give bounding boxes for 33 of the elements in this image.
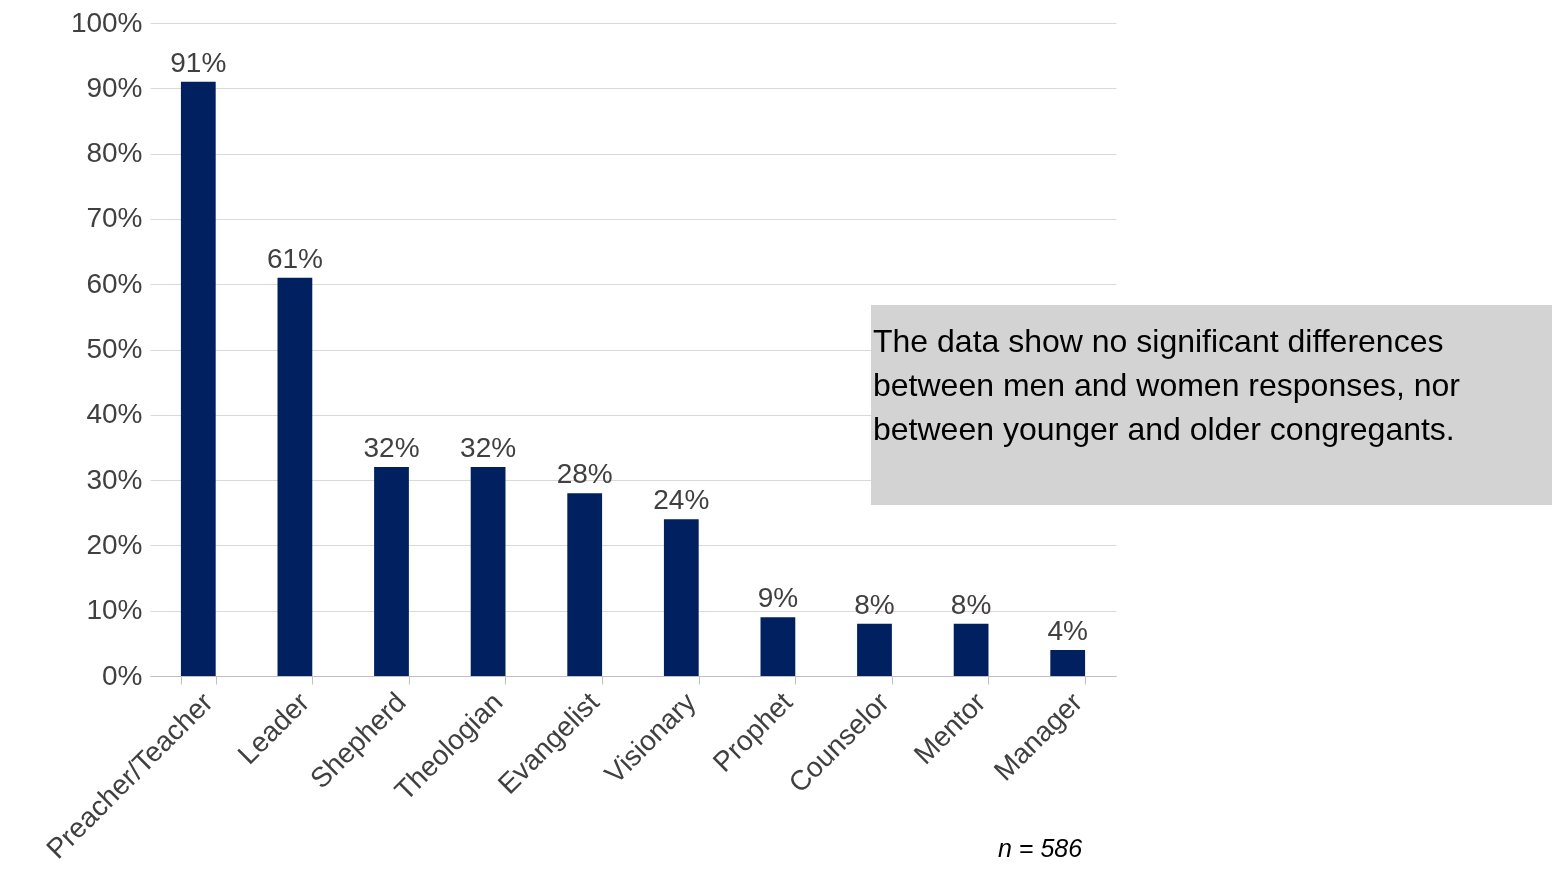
bar [374, 467, 409, 676]
y-tick-label: 90% [86, 71, 143, 103]
data-label: 4% [1047, 614, 1088, 646]
data-label: 32% [363, 432, 420, 464]
bar [180, 81, 216, 676]
data-label: 61% [266, 242, 323, 274]
bar [277, 277, 313, 676]
y-tick-label: 30% [86, 463, 143, 495]
y-tick-label: 10% [86, 594, 143, 626]
text: n = 586 [998, 834, 1083, 863]
bar [760, 617, 796, 676]
annotation: The data show no significant differences between men and women responses, nor between younger and older congregants. [871, 305, 1552, 505]
y-tick-label: 40% [86, 398, 143, 430]
bar [470, 467, 506, 676]
data-label: 9% [757, 582, 799, 614]
bar [567, 493, 603, 676]
y-tick-label: 0% [102, 659, 143, 691]
data-label: 28% [556, 458, 613, 490]
y-tick-label: 100% [70, 6, 143, 38]
y-tick-label: 60% [86, 267, 143, 299]
y-tick-label: 50% [86, 333, 143, 364]
data-label: 24% [653, 484, 710, 516]
bar [1050, 649, 1086, 676]
y-tick-label: 20% [86, 528, 143, 560]
data-label: 91% [170, 46, 227, 78]
y-tick-label: 70% [86, 202, 143, 234]
data-label: 8% [854, 588, 895, 620]
bar [663, 519, 699, 676]
bar [857, 623, 892, 676]
data-label: 32% [460, 432, 517, 464]
y-tick-label: 80% [86, 137, 143, 169]
data-label: 8% [950, 588, 992, 620]
bar [953, 623, 989, 676]
